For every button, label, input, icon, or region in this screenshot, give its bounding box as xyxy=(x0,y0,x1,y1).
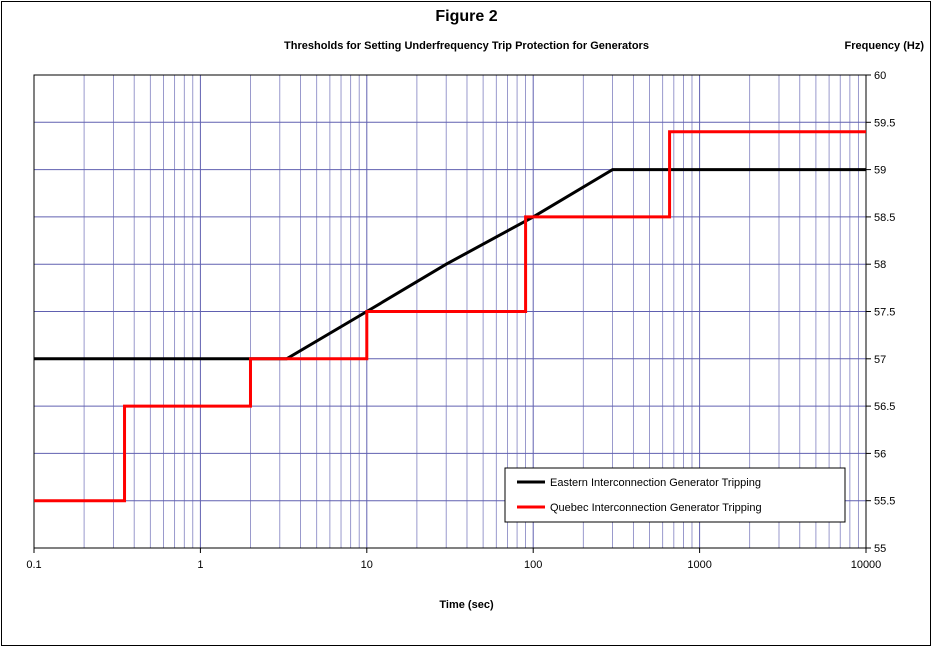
chart-title: Figure 2 xyxy=(435,8,498,25)
y-tick-label: 60 xyxy=(874,70,886,82)
y-axis-label: Frequency (Hz) xyxy=(844,40,924,52)
legend-label: Eastern Interconnection Generator Trippi… xyxy=(550,477,761,489)
y-tick-label: 58.5 xyxy=(874,212,895,224)
y-tick-label: 59 xyxy=(874,165,886,177)
x-tick-label: 1000 xyxy=(687,559,711,571)
x-tick-label: 1 xyxy=(197,559,203,571)
quebec-series-line xyxy=(34,130,866,503)
y-tick-label: 55 xyxy=(874,543,886,555)
y-tick-label: 59.5 xyxy=(874,117,895,129)
y-tick-label: 57 xyxy=(874,354,886,366)
y-tick-label: 58 xyxy=(874,259,886,271)
x-tick-label: 10000 xyxy=(851,559,882,571)
y-tick-label: 55.5 xyxy=(874,496,895,508)
y-tick-label: 56.5 xyxy=(874,401,895,413)
x-tick-label: 100 xyxy=(524,559,542,571)
chart-subtitle: Thresholds for Setting Underfrequency Tr… xyxy=(284,40,649,52)
x-tick-label: 10 xyxy=(361,559,373,571)
legend-label: Quebec Interconnection Generator Trippin… xyxy=(550,502,762,514)
plot-border xyxy=(33,74,867,549)
y-tick-label: 57.5 xyxy=(874,307,895,319)
legend-box xyxy=(504,467,846,523)
y-tick-label: 56 xyxy=(874,448,886,460)
x-axis-label: Time (sec) xyxy=(439,599,494,611)
x-tick-label: 0.1 xyxy=(26,559,41,571)
